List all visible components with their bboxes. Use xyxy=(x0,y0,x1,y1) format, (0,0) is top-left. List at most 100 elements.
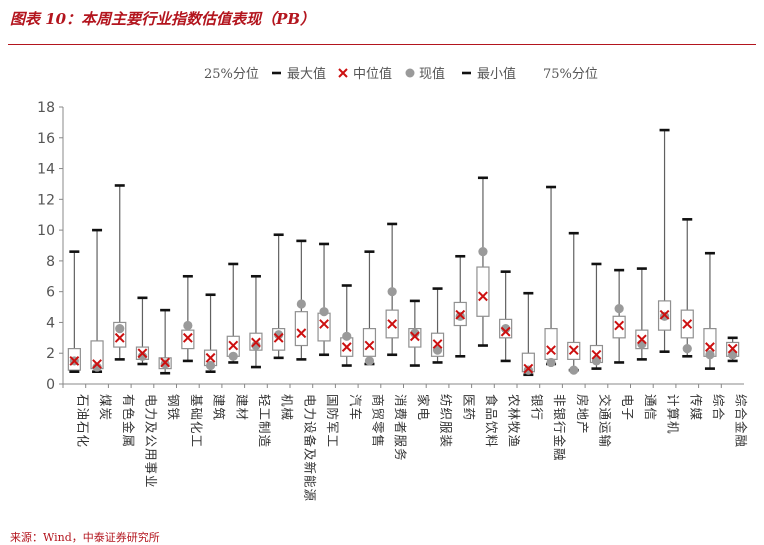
title-rule xyxy=(8,44,756,45)
box-item xyxy=(181,274,195,363)
x-category-label: 银行 xyxy=(529,394,544,421)
x-category-label: 电子 xyxy=(620,394,635,421)
box-item xyxy=(521,291,535,377)
median-cross xyxy=(205,352,216,363)
median-cross xyxy=(341,342,352,352)
box-item xyxy=(158,308,172,375)
x-category-label: 基础化工 xyxy=(189,394,204,448)
x-category-label: 非银行金融 xyxy=(552,394,567,462)
median-cross xyxy=(409,331,420,342)
legend: 25%分位 最大值 中位值 现值 最小值 75%分位 xyxy=(204,66,598,82)
iqr-box xyxy=(612,315,626,339)
median-cross xyxy=(160,357,171,368)
median-cross xyxy=(500,326,511,337)
current-dot xyxy=(546,357,556,368)
box-item xyxy=(294,239,308,361)
x-category-label: 综合金融 xyxy=(734,394,749,448)
x-category-label: 家电 xyxy=(416,394,431,421)
box-item xyxy=(385,222,399,357)
x-category-label: 商贸零售 xyxy=(370,394,385,448)
iqr-box xyxy=(476,266,490,317)
x-axis: 石油石化 煤炭 有色金属 电力及公用事业 钢铁 基础化工 建筑 建材 轻工制造 机械 电力设备及新能… xyxy=(62,383,749,502)
box-item xyxy=(476,176,490,347)
box-item xyxy=(67,250,81,373)
box-item xyxy=(249,274,263,369)
box-item xyxy=(135,296,150,366)
box-item xyxy=(726,336,740,363)
box-item xyxy=(430,287,445,364)
median-cross xyxy=(523,363,534,374)
x-category-label: 机械 xyxy=(280,394,295,421)
box-item xyxy=(544,185,558,368)
current-dot xyxy=(728,350,738,360)
box-item xyxy=(362,250,377,366)
x-category-label: 国防军工 xyxy=(325,394,340,448)
x-category-label: 汽车 xyxy=(348,394,363,421)
y-tick-label: 12 xyxy=(37,192,55,208)
iqr-box xyxy=(294,311,308,347)
current-dot xyxy=(501,324,511,334)
current-dot xyxy=(183,320,193,331)
median-cross xyxy=(273,332,284,343)
median-cross xyxy=(319,319,329,329)
x-category-label: 医药 xyxy=(461,394,476,421)
current-dot xyxy=(205,360,216,371)
x-category-label: 消费者服务 xyxy=(393,394,408,462)
box-item xyxy=(680,218,694,358)
median-cross xyxy=(568,345,579,356)
median-cross xyxy=(364,340,375,351)
box-series xyxy=(67,128,740,377)
current-dot xyxy=(160,359,170,369)
y-tick-label: 16 xyxy=(37,131,55,147)
current-dot xyxy=(432,345,443,355)
current-dot xyxy=(251,340,261,351)
legend-label: 现值 xyxy=(419,66,445,82)
median-cross xyxy=(591,349,602,360)
figure-title: 图表 10：本周主要行业指数估值表现（PB） xyxy=(10,10,316,28)
median-cross xyxy=(478,291,488,302)
current-dot xyxy=(319,307,329,317)
iqr-box xyxy=(544,328,558,360)
y-tick-label: 4 xyxy=(46,315,55,331)
box-item xyxy=(203,293,218,373)
current-dot xyxy=(659,311,670,321)
current-dot xyxy=(591,356,602,366)
current-dot xyxy=(387,287,397,297)
box-item xyxy=(226,262,240,364)
box-item xyxy=(567,231,581,375)
box-item xyxy=(272,233,286,360)
legend-label: 25%分位 xyxy=(204,67,259,82)
x-category-label: 建筑 xyxy=(212,394,227,421)
source-note: 来源：Wind，中泰证券研究所 xyxy=(10,531,160,544)
median-cross xyxy=(432,339,443,349)
median-cross xyxy=(727,343,738,354)
median-cross xyxy=(182,332,193,343)
x-category-label: 计算机 xyxy=(666,394,681,435)
y-axis: 0 2 4 6 8 10 12 14 16 18 xyxy=(37,100,64,393)
median-cross xyxy=(69,356,80,366)
x-category-label: 石油石化 xyxy=(75,394,90,448)
current-dot xyxy=(115,324,125,334)
legend-label: 最大值 xyxy=(287,66,326,82)
box-item xyxy=(589,262,604,370)
current-dot xyxy=(523,365,533,375)
legend-label: 中位值 xyxy=(353,66,392,82)
box-item xyxy=(612,268,626,364)
median-cross xyxy=(636,334,647,345)
x-category-label: 通信 xyxy=(643,394,658,421)
current-dot xyxy=(478,247,488,257)
current-dot xyxy=(364,356,375,366)
x-category-label: 交通运输 xyxy=(597,394,612,448)
x-category-label: 纺织服装 xyxy=(439,394,454,448)
box-item xyxy=(340,284,354,367)
current-dot xyxy=(705,350,715,360)
median-cross xyxy=(228,340,239,351)
x-category-label: 有色金属 xyxy=(121,394,136,448)
current-dot xyxy=(569,365,579,375)
median-cross xyxy=(92,359,102,369)
x-category-label: 电力及公用事业 xyxy=(143,394,158,489)
y-tick-label: 18 xyxy=(37,100,55,116)
box-item xyxy=(453,254,467,358)
current-dot xyxy=(228,351,238,361)
current-dot xyxy=(455,311,465,321)
